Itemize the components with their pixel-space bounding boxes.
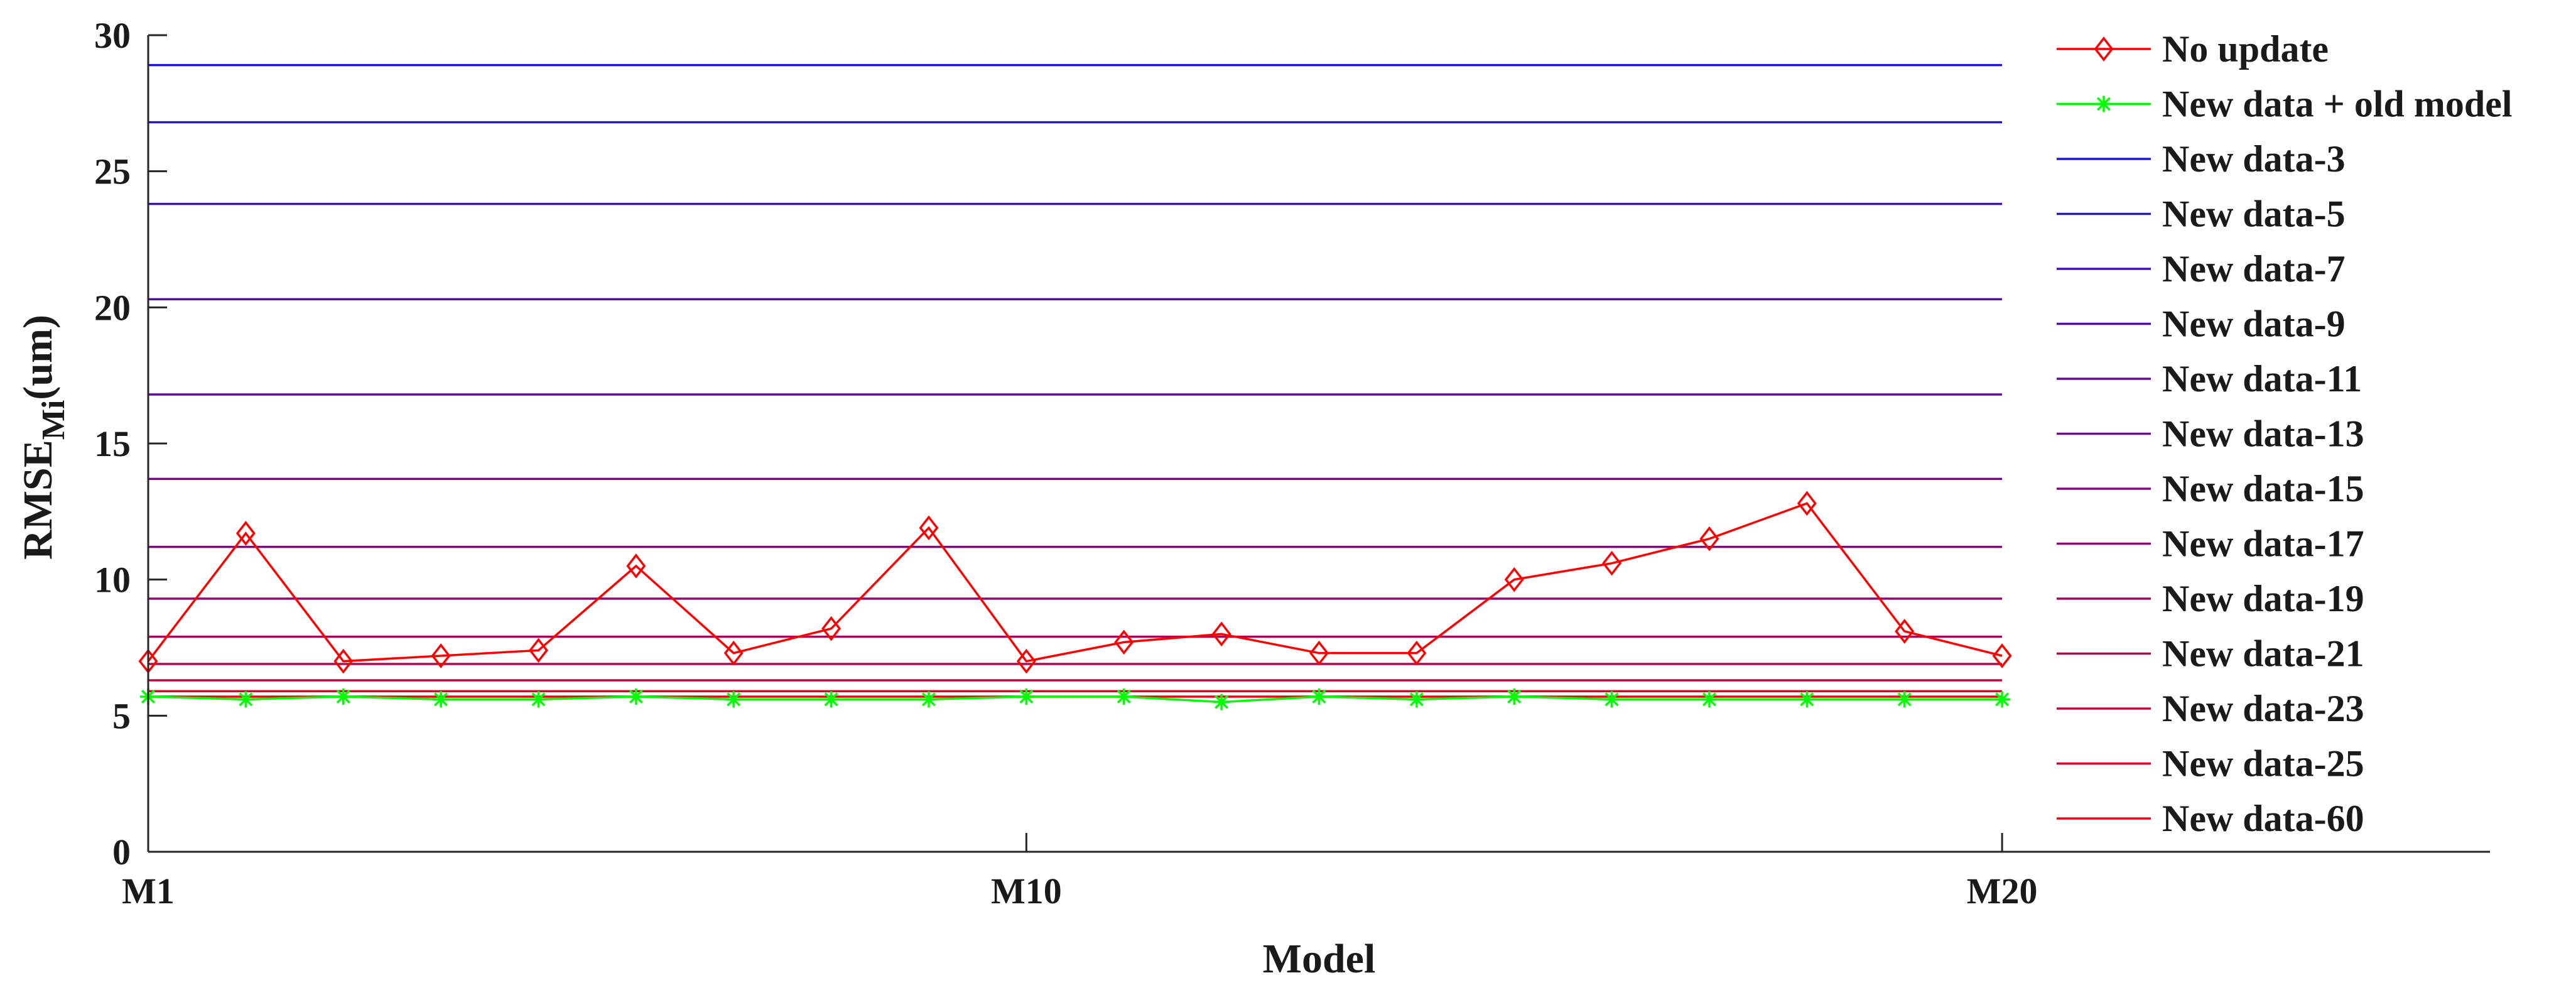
data-point-new-data-old-model — [1115, 688, 1132, 705]
data-point-new-data-old-model — [1506, 688, 1523, 705]
data-point-new-data-old-model — [1799, 691, 1816, 708]
data-point-new-data-old-model — [335, 688, 352, 705]
legend-label: New data-13 — [2162, 413, 2364, 455]
data-point-no-update — [919, 515, 939, 541]
data-point-new-data-old-model — [1213, 693, 1230, 710]
legend-item-new-data-19: New data-19 — [2057, 578, 2364, 619]
data-point-no-update — [1211, 621, 1231, 647]
y-tick-label: 25 — [94, 151, 131, 192]
legend-item-new-data-60: New data-60 — [2057, 798, 2364, 839]
data-point-new-data-old-model — [921, 691, 937, 708]
legend-label: New data-60 — [2162, 798, 2364, 839]
legend-marker — [2096, 95, 2112, 112]
data-point-no-update — [333, 648, 354, 674]
legend-item-new-data-17: New data-17 — [2057, 523, 2364, 565]
data-point-no-update — [1407, 640, 1427, 666]
data-point-no-update — [626, 553, 646, 579]
data-point-new-data-old-model — [1896, 691, 1913, 708]
data-point-no-update — [1504, 567, 1524, 592]
series-line-no-update — [147, 502, 2003, 663]
legend-label: New data + old model — [2162, 84, 2513, 125]
data-point-no-update — [1602, 550, 1622, 576]
legend-label: New data-17 — [2162, 523, 2364, 565]
data-point-new-data-old-model — [237, 691, 254, 708]
legend-label: New data-9 — [2162, 303, 2346, 345]
y-tick-label: 30 — [94, 15, 131, 56]
series-lines — [147, 502, 2003, 704]
legend-label: New data-5 — [2162, 193, 2346, 235]
legend-label: New data-3 — [2162, 138, 2346, 180]
ticks: 0 5 10 15 20 25 30 M1 M10 M20 — [94, 15, 2038, 911]
data-point-new-data-old-model — [1018, 688, 1035, 705]
legend-item-new-data-5: New data-5 — [2057, 193, 2346, 235]
y-axis-title-subscript: Mi — [36, 400, 72, 440]
x-axis-title: Model — [1263, 936, 1376, 982]
legend-item-new-data-25: New data-25 — [2057, 743, 2364, 785]
data-point-no-update — [1797, 491, 1817, 516]
data-point-no-update — [1699, 526, 1719, 552]
data-point-no-update — [723, 640, 744, 666]
x-tick-label: M1 — [122, 871, 175, 911]
legend-item-no-update: No update — [2057, 28, 2329, 70]
data-point-new-data-old-model — [530, 691, 547, 708]
data-point-no-update — [1016, 648, 1036, 674]
data-point-new-data-old-model — [823, 691, 840, 708]
y-tick-label: 10 — [94, 560, 131, 601]
data-point-new-data-old-model — [1603, 691, 1620, 708]
legend-item-new-data-3: New data-3 — [2057, 138, 2346, 180]
data-point-no-update — [529, 638, 548, 663]
x-tick-label: M20 — [1967, 871, 2038, 911]
data-point-no-update — [1895, 619, 1915, 644]
data-point-new-data-old-model — [433, 691, 450, 708]
data-point-no-update — [1309, 640, 1329, 666]
legend-item-new-data-11: New data-11 — [2057, 358, 2362, 400]
legend-item-new-data-21: New data-21 — [2057, 633, 2364, 675]
legend-item-new-data-old-model: New data + old model — [2057, 84, 2513, 125]
y-axis-title-main: RMSE — [15, 440, 61, 560]
data-point-no-update — [821, 616, 842, 641]
legend-item-new-data-23: New data-23 — [2057, 688, 2364, 729]
y-tick-label: 0 — [112, 832, 131, 873]
legend-marker — [2094, 36, 2114, 62]
legend-item-new-data-9: New data-9 — [2057, 303, 2346, 345]
y-tick-label: 15 — [94, 423, 131, 464]
data-point-new-data-old-model — [627, 688, 644, 705]
data-point-new-data-old-model — [725, 691, 742, 708]
legend-label: New data-19 — [2162, 578, 2364, 619]
legend-label: New data-7 — [2162, 248, 2346, 290]
data-point-new-data-old-model — [1311, 688, 1328, 705]
data-point-no-update — [431, 643, 451, 668]
y-tick-label: 5 — [112, 695, 131, 736]
legend-label: New data-25 — [2162, 743, 2364, 785]
legend-label: New data-21 — [2162, 633, 2364, 675]
x-tick-label: M10 — [991, 871, 1062, 911]
data-point-no-update — [1992, 643, 2012, 668]
data-point-new-data-old-model — [1701, 691, 1718, 708]
legend-label: New data-11 — [2162, 358, 2362, 400]
legend-item-new-data-13: New data-13 — [2057, 413, 2364, 455]
y-axis-title-unit: (um) — [15, 315, 61, 400]
legend: No update New data + old model New data-3 N… — [2057, 28, 2513, 839]
y-axis-title: RMSEMi(um) — [15, 315, 72, 560]
data-point-no-update — [1114, 629, 1134, 655]
series-markers — [138, 491, 2012, 710]
legend-label: New data-15 — [2162, 468, 2364, 509]
legend-item-new-data-7: New data-7 — [2057, 248, 2346, 290]
legend-label: No update — [2162, 28, 2329, 70]
data-point-new-data-old-model — [1994, 691, 2011, 708]
legend-label: New data-23 — [2162, 688, 2364, 729]
data-point-no-update — [235, 521, 256, 546]
reference-lines — [148, 63, 2003, 698]
y-tick-label: 20 — [94, 287, 131, 328]
data-point-new-data-old-model — [1408, 691, 1425, 708]
axes — [147, 35, 2490, 853]
series-line-new-data-old-model — [148, 695, 2003, 704]
legend-item-new-data-15: New data-15 — [2057, 468, 2364, 509]
